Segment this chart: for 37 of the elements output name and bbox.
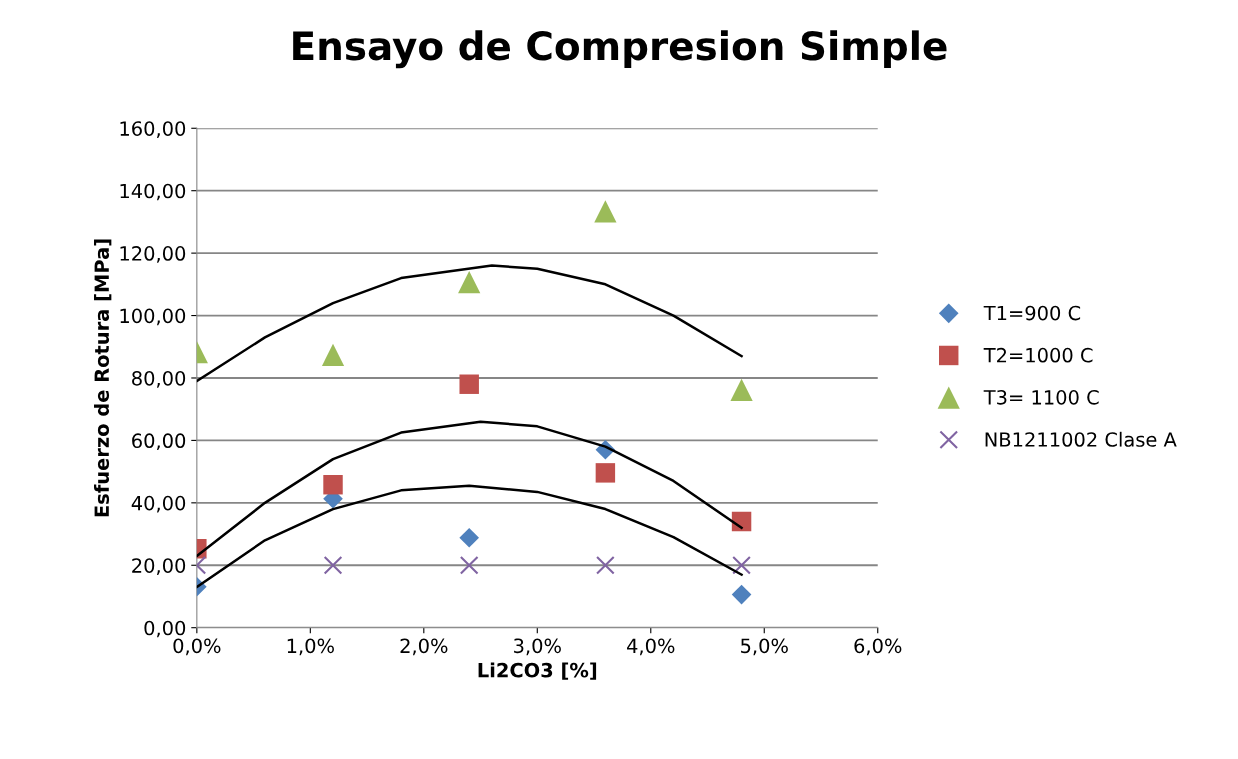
point	[459, 374, 479, 394]
point	[458, 271, 481, 294]
legend-label: T1=900 C	[983, 305, 1081, 321]
y-tick-label: 80,00	[132, 370, 186, 388]
x-tick-label: 1,0%	[287, 638, 334, 656]
x-axis-title: Li2CO3 [%]	[478, 662, 597, 680]
legend-label: NB1211002 Clase A	[985, 431, 1177, 447]
y-axis-title: Esfuerzo de Rotura [MPa]	[94, 239, 112, 517]
point	[732, 555, 751, 575]
point	[459, 555, 479, 575]
y-tick-label: 0,00	[144, 620, 186, 638]
line-series	[196, 264, 743, 383]
y-tick-label: 20,00	[132, 558, 186, 575]
point	[323, 555, 343, 575]
point	[595, 463, 616, 483]
point	[730, 378, 753, 401]
point	[594, 200, 617, 223]
y-tick-label: 120,00	[120, 246, 186, 263]
x-tick-label: 4,0%	[627, 638, 675, 656]
y-tick-label: 100,00	[120, 308, 186, 326]
x-tick-label: 3,0%	[514, 638, 561, 656]
chart-title: Ensayo de Compresion Simple	[293, 30, 947, 69]
point	[323, 475, 343, 495]
point	[321, 343, 345, 366]
point	[596, 555, 615, 575]
legend-label: T2=1000 C	[983, 347, 1093, 363]
legend-label: T3= 1100 C	[983, 389, 1099, 405]
x-tick-label: 6,0%	[854, 638, 902, 656]
y-tick-label: 140,00	[120, 183, 186, 201]
y-tick-label: 60,00	[132, 433, 186, 451]
y-tick-label: 160,00	[120, 121, 186, 138]
y-tick-label: 40,00	[131, 495, 186, 513]
point	[459, 527, 480, 548]
x-tick-label: 0,0%	[173, 638, 221, 656]
x-tick-label: 5,0%	[741, 638, 788, 656]
x-tick-label: 2,0%	[400, 638, 448, 656]
point	[731, 584, 752, 605]
